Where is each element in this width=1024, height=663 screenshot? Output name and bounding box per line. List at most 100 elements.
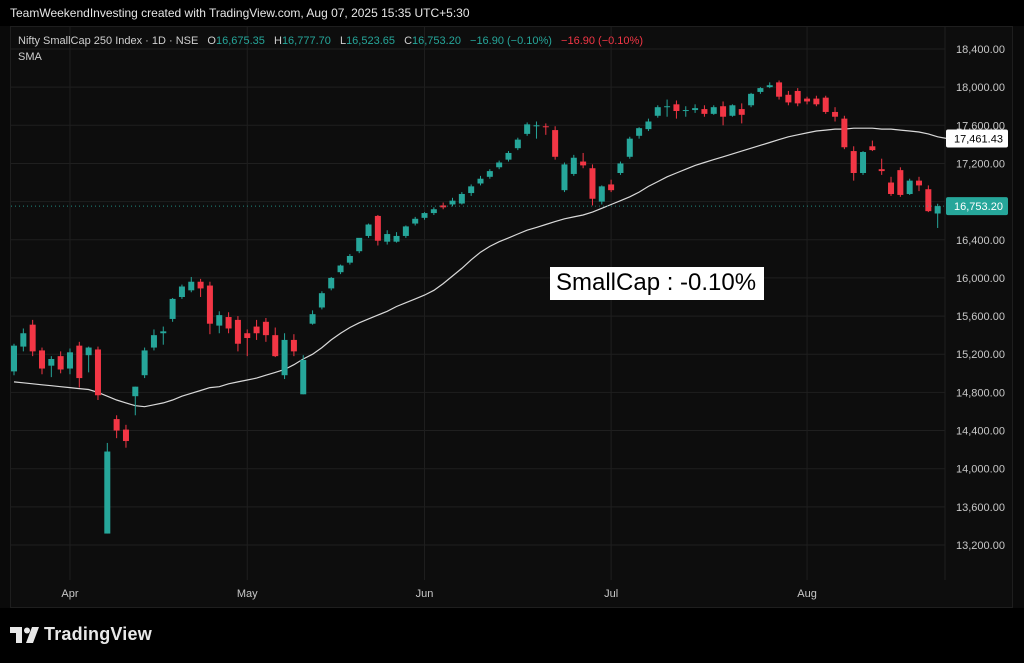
smallcap-annotation: SmallCap : -0.10% [550, 267, 765, 300]
y-tick-label: 13,200.00 [956, 540, 1005, 552]
y-tick-label: 17,600.00 [956, 120, 1005, 132]
candle-body [710, 107, 717, 114]
candle-body [430, 209, 437, 214]
candle-body [253, 326, 260, 334]
candle-body [393, 235, 400, 242]
close-value: 16,753.20 [412, 35, 461, 47]
footer-bar [0, 608, 1024, 663]
candle-body [76, 345, 83, 379]
low-value: 16,523.65 [346, 35, 395, 47]
candle-body [542, 126, 549, 128]
candle-body [160, 331, 167, 334]
candle-body [776, 82, 783, 97]
symbol-name[interactable]: Nifty SmallCap 250 Index · 1D · NSE [18, 35, 199, 47]
candle-body [66, 352, 73, 369]
candle-body [486, 171, 493, 177]
candle-body [346, 255, 353, 263]
candle-body [533, 125, 540, 127]
candle-body [748, 93, 755, 106]
candle-body [589, 168, 596, 199]
candle-body [262, 321, 269, 336]
candle-body [580, 161, 587, 166]
candle-body [664, 106, 671, 108]
x-tick-label: May [237, 588, 258, 600]
candle-body [384, 234, 391, 242]
last-price-tag [946, 197, 1008, 216]
candle-body [29, 324, 36, 352]
x-tick-label: Aug [797, 588, 817, 600]
candle-body [794, 90, 801, 104]
candle-body [701, 109, 708, 114]
candle-body [356, 237, 363, 252]
candle-body [309, 314, 316, 324]
y-tick-label: 13,600.00 [956, 502, 1005, 514]
open-label: O [207, 35, 216, 47]
candle-body [104, 451, 111, 534]
candle-body [477, 178, 484, 184]
candle-body [468, 186, 475, 194]
candle-body [458, 193, 465, 204]
candle-body [234, 319, 241, 344]
candle-body [888, 182, 895, 194]
open-value: 16,675.35 [215, 35, 265, 47]
candle-body [785, 94, 792, 103]
candle-body [449, 200, 456, 205]
y-tick-label: 18,000.00 [956, 82, 1005, 94]
candle-body [766, 85, 773, 88]
candle-body [178, 286, 185, 297]
candle-body [850, 151, 857, 173]
candle-body [244, 333, 251, 339]
candle-body [132, 386, 139, 397]
change-value: −16.90 (−0.10%) [470, 35, 552, 47]
candle-body [869, 146, 876, 151]
candle-body [645, 121, 652, 130]
x-tick-label: Apr [61, 588, 78, 600]
candle-body [150, 335, 157, 348]
sma-indicator-label[interactable]: SMA [18, 51, 42, 63]
candle-body [20, 333, 27, 347]
change-value-secondary: −16.90 (−0.10%) [561, 35, 643, 47]
candle-body [318, 293, 325, 308]
candle-body [38, 350, 45, 369]
tradingview-logo[interactable]: TradingView [10, 624, 152, 645]
candle-body [524, 124, 531, 134]
candle-body [141, 350, 148, 376]
candle-body [608, 184, 615, 191]
candle-body [813, 98, 820, 105]
candle-body [636, 128, 643, 136]
candle-body [561, 164, 568, 191]
candle-body [897, 170, 904, 195]
high-label: H [273, 35, 282, 47]
candle-body [197, 281, 204, 289]
candle-body [552, 130, 559, 157]
candle-body [300, 359, 307, 395]
candle-body [729, 105, 736, 116]
sma-price-tag-label: 17,461.43 [954, 134, 1003, 146]
high-value: 16,777.70 [281, 35, 331, 47]
candle-body [337, 265, 344, 273]
candle-body [878, 169, 885, 172]
candle-body [860, 152, 867, 173]
sma-price-tag [946, 129, 1008, 148]
candle-body [113, 419, 120, 431]
close-label: C [404, 35, 413, 47]
y-tick-label: 15,600.00 [956, 311, 1005, 323]
low-label: L [339, 35, 347, 47]
candle-body [841, 118, 848, 148]
candle-body [925, 189, 932, 212]
credit-text: TeamWeekendInvesting created with Tradin… [10, 6, 470, 20]
candle-body [738, 109, 745, 115]
sma-line [13, 127, 948, 408]
candle-body [57, 356, 64, 370]
candle-body [804, 98, 811, 102]
candle-body [421, 213, 428, 218]
candle-body [692, 108, 699, 111]
candle-body [412, 218, 419, 224]
candle-body [402, 226, 409, 236]
symbol-legend[interactable]: Nifty SmallCap 250 Index · 1D · NSE O16,… [18, 35, 643, 47]
tradingview-logo-icon [10, 626, 39, 643]
candle-body [617, 163, 624, 173]
candle-body [94, 349, 101, 396]
y-tick-label: 14,400.00 [956, 426, 1005, 438]
